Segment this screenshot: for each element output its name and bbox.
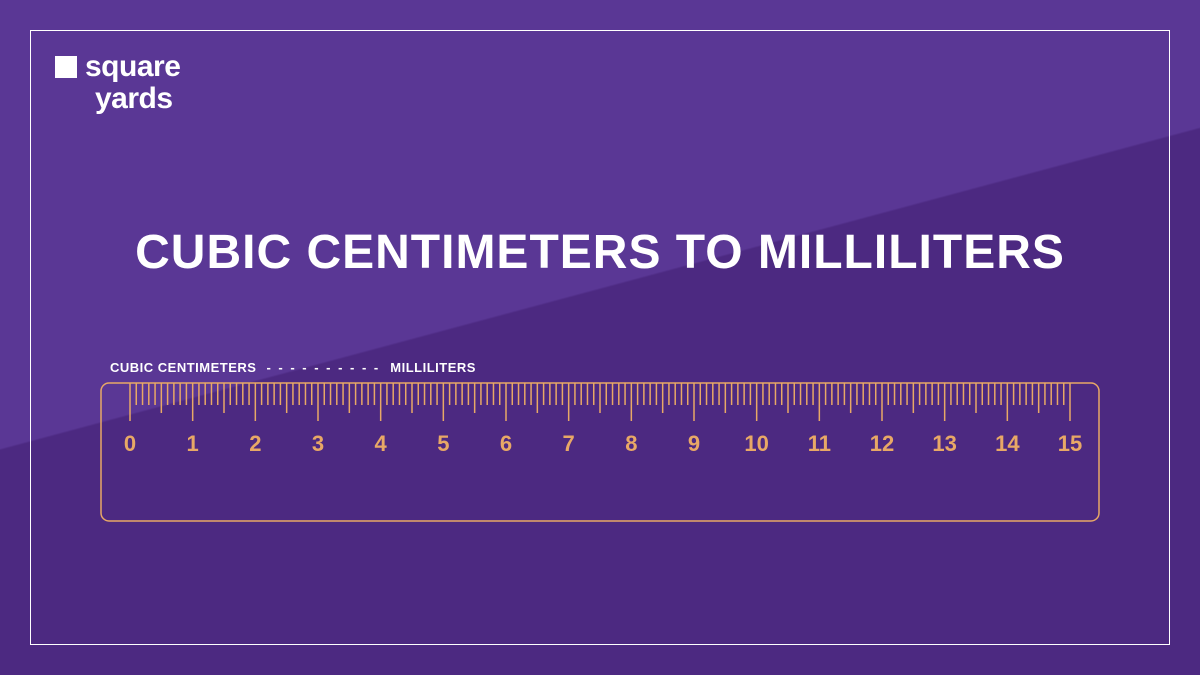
svg-text:2: 2: [249, 431, 261, 456]
svg-text:4: 4: [375, 431, 388, 456]
ruler-labels: CUBIC CENTIMETERS - - - - - - - - - - MI…: [110, 360, 476, 375]
page-title: CUBIC CENTIMETERS TO MILLILITERS: [0, 225, 1200, 280]
svg-text:1: 1: [187, 431, 199, 456]
svg-text:14: 14: [995, 431, 1020, 456]
svg-text:5: 5: [437, 431, 449, 456]
outer-frame: [30, 30, 1170, 645]
logo-text-2: yards: [95, 84, 180, 114]
svg-text:0: 0: [124, 431, 136, 456]
svg-text:12: 12: [870, 431, 894, 456]
svg-text:9: 9: [688, 431, 700, 456]
svg-text:6: 6: [500, 431, 512, 456]
svg-text:10: 10: [744, 431, 768, 456]
label-cubic-centimeters: CUBIC CENTIMETERS: [110, 360, 256, 375]
label-separator: - - - - - - - - - -: [266, 360, 380, 375]
logo-text-1: square: [85, 52, 180, 82]
brand-logo: square yards: [55, 52, 180, 114]
svg-text:8: 8: [625, 431, 637, 456]
svg-text:7: 7: [563, 431, 575, 456]
svg-text:15: 15: [1058, 431, 1082, 456]
ruler-container: 0123456789101112131415: [100, 382, 1100, 522]
label-milliliters: MILLILITERS: [390, 360, 476, 375]
svg-text:11: 11: [808, 431, 831, 456]
ruler-graphic: 0123456789101112131415: [100, 382, 1100, 522]
svg-text:13: 13: [932, 431, 956, 456]
logo-square-icon: [55, 56, 77, 78]
svg-text:3: 3: [312, 431, 324, 456]
